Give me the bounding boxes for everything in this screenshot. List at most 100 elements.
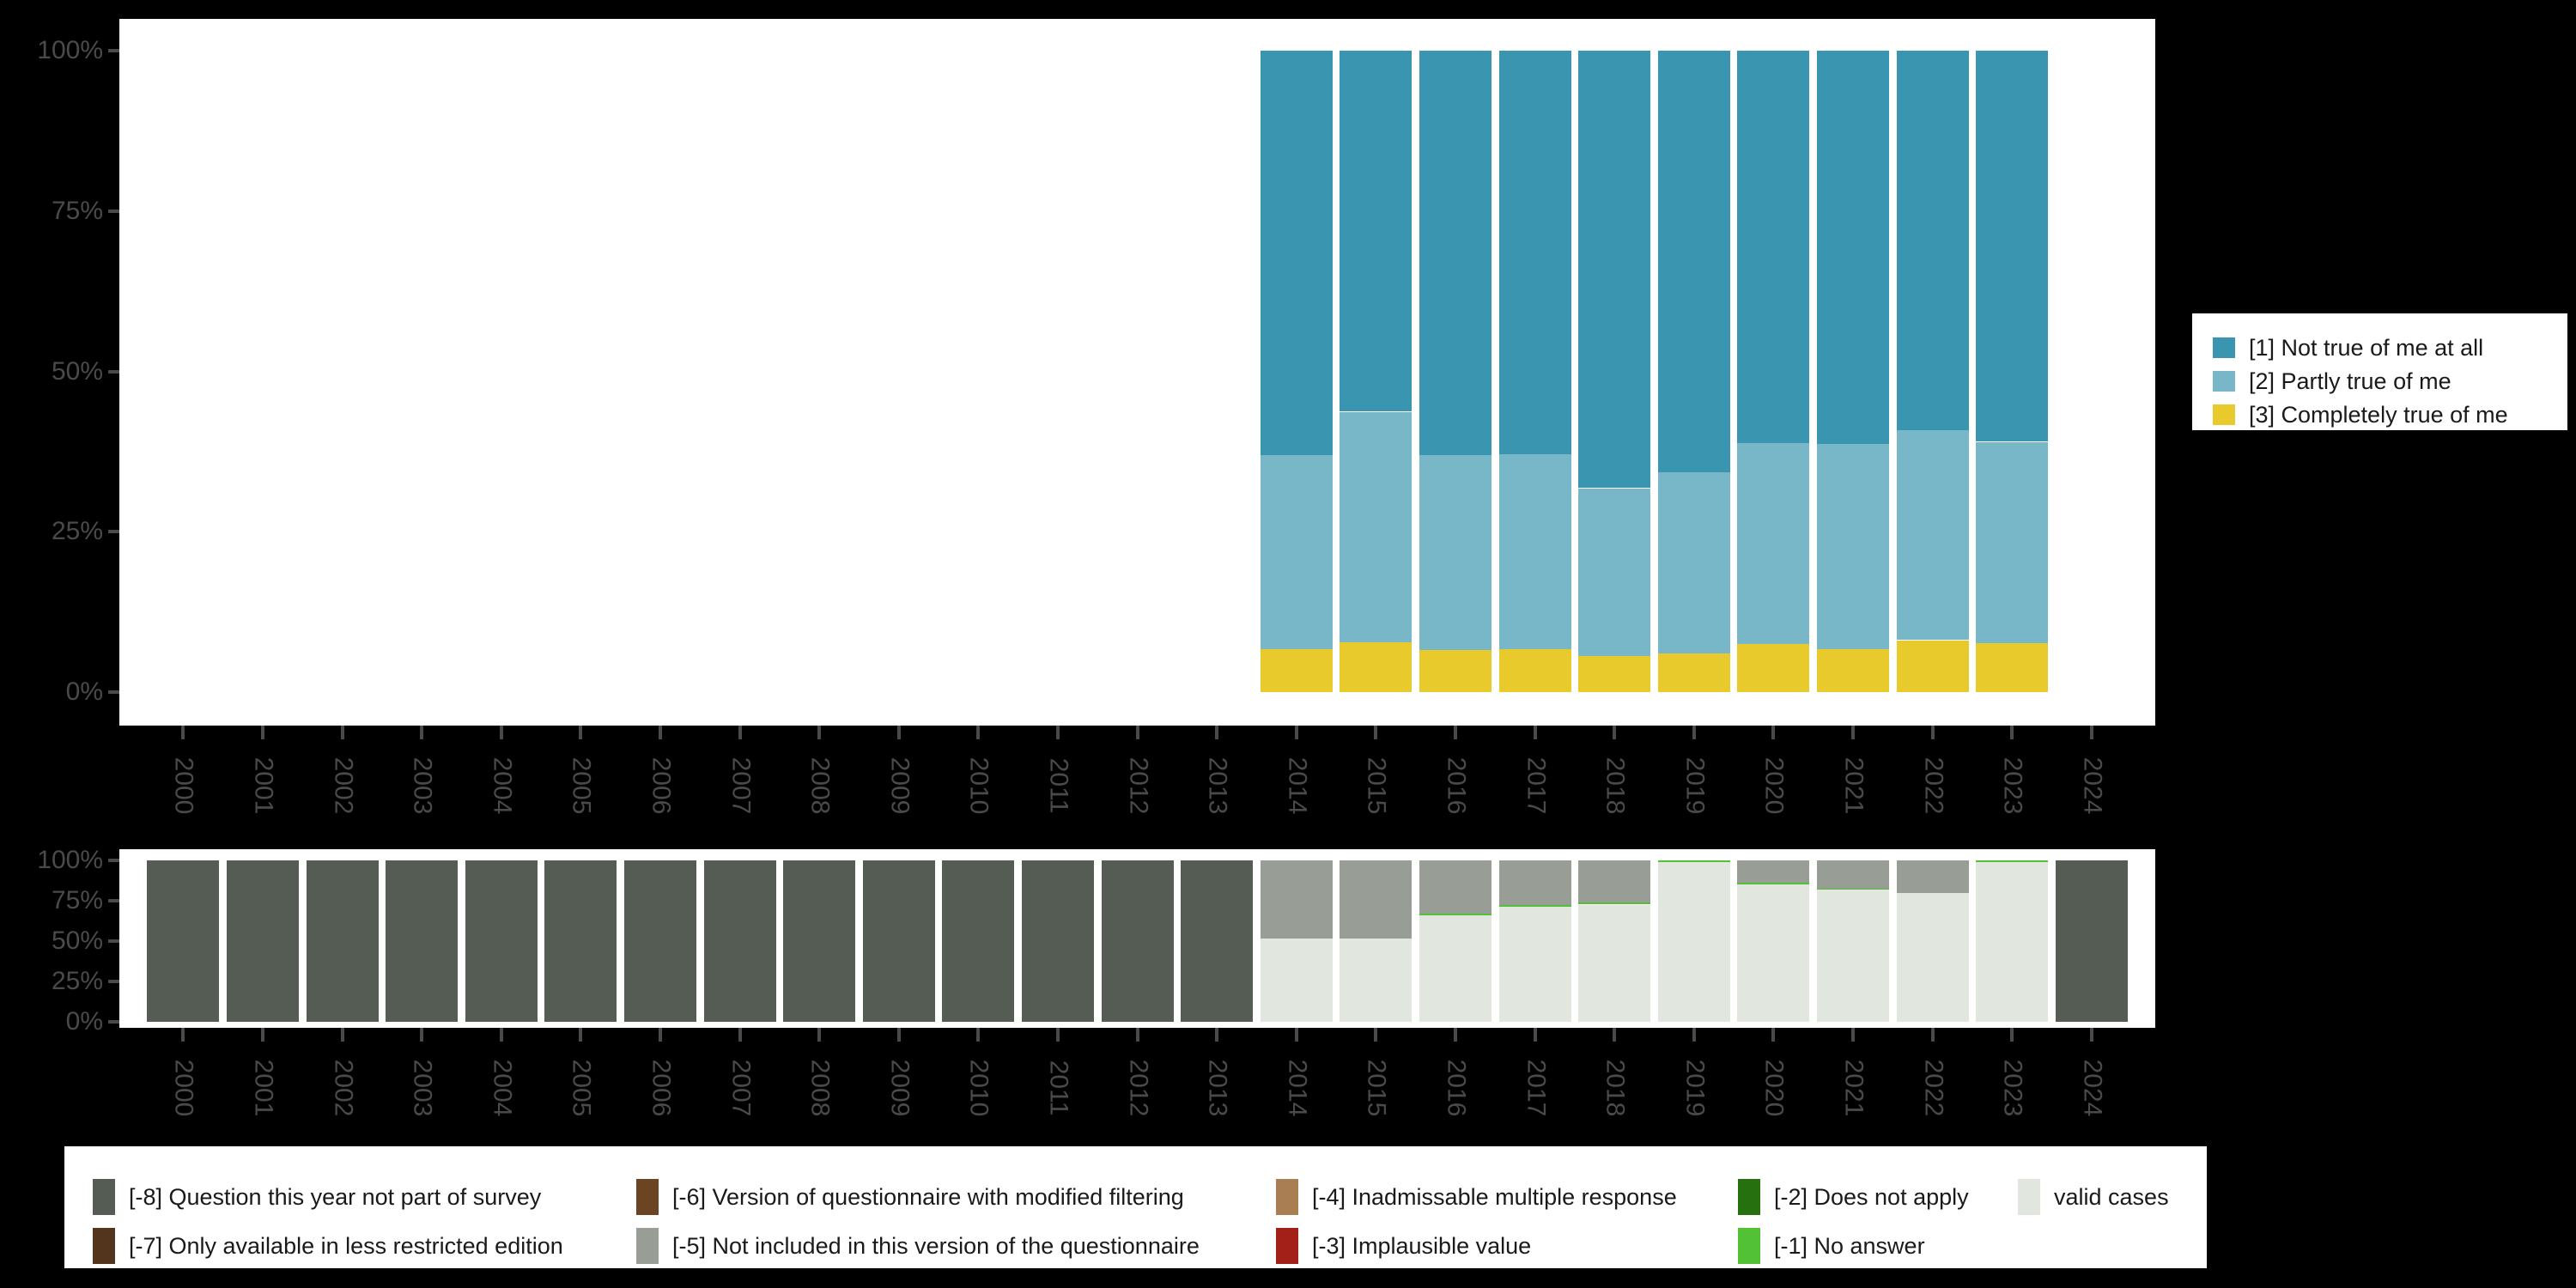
year-label-text: 2003	[408, 1059, 436, 1117]
x-axis-tick	[1771, 1028, 1775, 1042]
year-label-text: 2022	[1919, 1059, 1947, 1117]
year-label-text: 2004	[488, 1059, 516, 1117]
x-axis-label-2002: 2002	[300, 740, 386, 835]
bar-segment-2012	[1102, 860, 1174, 1022]
year-label-text: 2012	[1124, 756, 1152, 815]
bar-segment-2014	[1261, 51, 1333, 455]
bar-segment-2023	[1976, 442, 2048, 643]
x-axis-tick	[181, 726, 185, 739]
y-axis-tick	[108, 980, 119, 983]
bar-segment-2015	[1340, 860, 1412, 939]
x-axis-tick	[738, 726, 742, 739]
y-axis-label: 50%	[51, 357, 103, 386]
legend-swatch	[93, 1179, 115, 1215]
bar-segment-2005	[544, 860, 617, 1022]
x-axis-label-2009: 2009	[856, 1042, 942, 1137]
bar-segment-2022	[1897, 860, 1969, 893]
year-label-text: 2023	[1998, 756, 2026, 815]
bar-segment-2021	[1817, 889, 1889, 890]
bar-segment-2020	[1737, 644, 1809, 692]
bar-segment-2006	[624, 860, 696, 1022]
legend-item: [-6] Version of questionnaire with modif…	[636, 1179, 1184, 1215]
x-axis-tick	[261, 726, 264, 739]
bar-segment-2018	[1578, 655, 1650, 692]
bar-segment-2019	[1658, 472, 1730, 653]
x-axis-label-2019: 2019	[1651, 740, 1737, 835]
year-label-text: 2011	[1043, 1060, 1072, 1116]
bar-segment-2007	[704, 860, 776, 1022]
x-axis-label-2005: 2005	[538, 740, 623, 835]
x-axis-tick	[1931, 726, 1935, 739]
x-axis-label-2018: 2018	[1571, 740, 1657, 835]
x-axis-label-2010: 2010	[935, 1042, 1021, 1137]
year-label-text: 2017	[1522, 1059, 1550, 1117]
year-label-text: 2024	[2078, 756, 2106, 815]
year-label-text: 2012	[1124, 1059, 1152, 1117]
bar-segment-2017	[1499, 906, 1571, 1022]
x-axis-label-2007: 2007	[697, 1042, 783, 1137]
bar-segment-2022	[1897, 641, 1969, 692]
x-axis-label-2015: 2015	[1333, 1042, 1419, 1137]
bar-segment-2018	[1578, 860, 1650, 902]
x-axis-tick	[2090, 1028, 2093, 1042]
legend-item: [-7] Only available in less restricted e…	[93, 1228, 563, 1264]
year-label-text: 2006	[647, 1059, 675, 1117]
bar-segment-2024	[2056, 860, 2128, 1022]
x-axis-label-2001: 2001	[220, 740, 306, 835]
x-axis-label-2016: 2016	[1413, 740, 1498, 835]
bar-segment-2010	[942, 860, 1014, 1022]
bar-segment-2003	[386, 860, 458, 1022]
x-axis-tick	[1771, 726, 1775, 739]
x-axis-label-2014: 2014	[1254, 740, 1340, 835]
x-axis-label-2016: 2016	[1413, 1042, 1498, 1137]
x-axis-tick	[1374, 726, 1377, 739]
x-axis-tick	[817, 1028, 821, 1042]
bar-segment-2017	[1499, 649, 1571, 692]
bar-segment-2016	[1419, 915, 1492, 1022]
x-axis-label-2013: 2013	[1174, 740, 1260, 835]
x-axis-tick	[1215, 726, 1218, 739]
y-axis-label: 0%	[65, 677, 103, 706]
legend-label: [-5] Not included in this version of the…	[672, 1232, 1200, 1259]
x-axis-tick	[1534, 1028, 1537, 1042]
y-axis-tick	[108, 690, 119, 694]
x-axis-label-2010: 2010	[935, 740, 1021, 835]
bar-segment-2018	[1578, 489, 1650, 656]
x-axis-tick	[579, 1028, 582, 1042]
bar-segment-2014	[1261, 649, 1333, 692]
bar-segment-2020	[1737, 883, 1809, 884]
bar-segment-2023	[1976, 860, 2048, 862]
bar-segment-2015	[1340, 412, 1412, 642]
year-label-text: 2014	[1283, 756, 1311, 815]
legend-item: [2] Partly true of me	[2213, 368, 2451, 394]
x-axis-tick	[659, 1028, 662, 1042]
year-label-text: 2008	[805, 1059, 834, 1117]
year-label-text: 2007	[726, 1059, 755, 1117]
legend-swatch	[1276, 1179, 1298, 1215]
x-axis-tick	[341, 1028, 344, 1042]
bar-segment-2015	[1340, 939, 1412, 1022]
year-label-text: 2024	[2078, 1059, 2106, 1117]
year-label-text: 2017	[1522, 756, 1550, 815]
x-axis-label-2021: 2021	[1810, 740, 1896, 835]
x-axis-label-2022: 2022	[1890, 740, 1976, 835]
year-label-text: 2010	[964, 756, 993, 815]
response-legend: [1] Not true of me at all [2] Partly true…	[2192, 313, 2567, 430]
bar-segment-2017	[1499, 860, 1571, 905]
bar-segment-2017	[1499, 905, 1571, 907]
x-axis-label-2009: 2009	[856, 740, 942, 835]
x-axis-tick	[1454, 1028, 1457, 1042]
x-axis-tick	[1056, 726, 1060, 739]
bar-segment-2021	[1817, 444, 1889, 649]
x-axis-label-2008: 2008	[776, 1042, 862, 1137]
bar-segment-2022	[1897, 893, 1969, 1022]
year-label-text: 2001	[249, 756, 277, 815]
x-axis-tick	[1534, 726, 1537, 739]
bar-segment-2013	[1181, 860, 1253, 1022]
bar-segment-2018	[1578, 902, 1650, 904]
x-axis-tick	[1851, 726, 1855, 739]
x-axis-tick	[2010, 1028, 2014, 1042]
year-label-text: 2013	[1203, 756, 1231, 815]
y-axis-label: 0%	[65, 1007, 103, 1036]
legend-label: [-6] Version of questionnaire with modif…	[672, 1183, 1184, 1210]
